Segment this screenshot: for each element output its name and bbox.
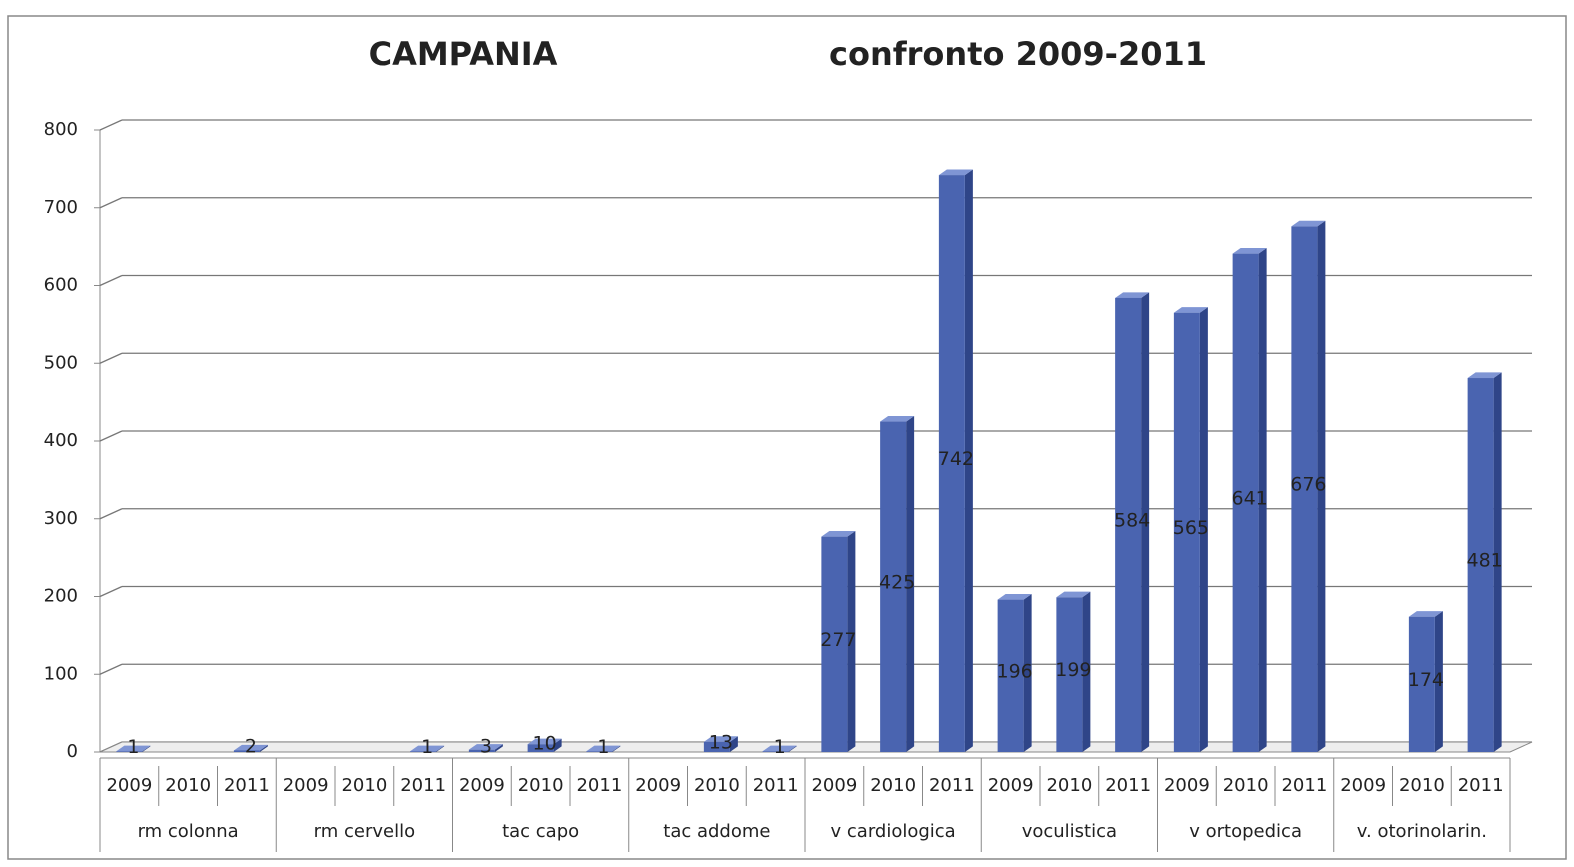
bar xyxy=(997,594,1032,752)
data-label: 481 xyxy=(1466,550,1502,572)
x-tick-label: 2009 xyxy=(811,775,857,796)
x-tick-label: 2011 xyxy=(1458,775,1504,796)
x-tick-label: 2011 xyxy=(224,775,270,796)
bar xyxy=(762,745,797,752)
bar xyxy=(1408,611,1443,752)
x-tick-label: 2010 xyxy=(341,775,387,796)
bar xyxy=(703,736,738,752)
x-tick-label: 2010 xyxy=(1399,775,1445,796)
y-tick-label: 500 xyxy=(44,352,78,373)
group-label: v cardiologica xyxy=(831,821,956,842)
bar xyxy=(233,744,268,752)
y-tick-label: 400 xyxy=(44,430,78,451)
x-tick-label: 2009 xyxy=(988,775,1034,796)
group-label: voculistica xyxy=(1022,821,1117,842)
data-label: 1 xyxy=(597,736,609,758)
data-label: 10 xyxy=(533,733,557,755)
data-label: 641 xyxy=(1231,487,1267,509)
x-tick-label: 2010 xyxy=(694,775,740,796)
bar xyxy=(880,415,915,752)
bar xyxy=(1291,220,1326,752)
x-tick-label: 2010 xyxy=(165,775,211,796)
chart-frame xyxy=(7,15,1567,860)
x-tick-label: 2010 xyxy=(1223,775,1269,796)
group-label: tac addome xyxy=(663,821,770,842)
x-tick-label: 2009 xyxy=(1164,775,1210,796)
x-tick-label: 2009 xyxy=(1340,775,1386,796)
x-tick-label: 2011 xyxy=(576,775,622,796)
x-tick-label: 2009 xyxy=(635,775,681,796)
data-label: 2 xyxy=(245,736,257,758)
data-label: 676 xyxy=(1290,474,1326,496)
x-tick-label: 2009 xyxy=(459,775,505,796)
data-label: 13 xyxy=(709,731,733,753)
data-label: 174 xyxy=(1408,669,1444,691)
grid-line xyxy=(99,119,123,131)
data-label: 584 xyxy=(1114,509,1150,531)
x-tick-label: 2011 xyxy=(1105,775,1151,796)
bar xyxy=(468,744,503,752)
bar xyxy=(1467,372,1502,752)
bar xyxy=(586,745,621,752)
y-tick-label: 200 xyxy=(44,586,78,607)
bar xyxy=(938,169,973,753)
x-tick-label: 2011 xyxy=(1281,775,1327,796)
y-tick-label: 100 xyxy=(44,663,78,684)
data-label: 199 xyxy=(1055,659,1091,681)
y-tick-label: 0 xyxy=(67,741,78,762)
grid-line xyxy=(99,585,123,598)
group-label: v. otorinolarin. xyxy=(1357,821,1487,842)
data-label: 565 xyxy=(1173,517,1209,539)
bar xyxy=(1173,307,1208,752)
grid-line xyxy=(99,508,123,520)
x-tick-label: 2011 xyxy=(929,775,975,796)
y-tick-label: 800 xyxy=(44,119,78,140)
grid-line xyxy=(99,663,123,675)
bar xyxy=(527,738,562,752)
bar xyxy=(1232,248,1267,752)
data-label: 277 xyxy=(820,629,856,651)
data-label: 425 xyxy=(879,571,915,593)
data-label: 742 xyxy=(938,448,974,470)
y-tick-label: 700 xyxy=(44,197,78,218)
grid-line xyxy=(99,197,123,209)
data-label: 3 xyxy=(480,735,492,757)
data-label: 1 xyxy=(774,736,786,758)
grid-line xyxy=(99,352,123,364)
data-label: 1 xyxy=(421,736,433,758)
grid-line xyxy=(99,274,123,287)
y-tick-label: 300 xyxy=(44,508,78,529)
chart-title: CAMPANIA xyxy=(369,35,558,73)
x-tick-label: 2010 xyxy=(518,775,564,796)
x-tick-label: 2009 xyxy=(106,775,152,796)
grid-line xyxy=(99,430,123,442)
group-label: v ortopedica xyxy=(1189,821,1302,842)
group-label: rm colonna xyxy=(138,821,239,842)
group-label: rm cervello xyxy=(314,821,415,842)
chart-subtitle: confronto 2009-2011 xyxy=(829,35,1207,73)
group-label: tac capo xyxy=(502,821,579,842)
bar xyxy=(410,745,445,752)
bar xyxy=(1115,292,1150,752)
bar xyxy=(116,745,151,752)
data-label: 196 xyxy=(996,660,1032,682)
bar xyxy=(1056,591,1091,752)
data-label: 1 xyxy=(127,736,139,758)
x-tick-label: 2009 xyxy=(283,775,329,796)
x-tick-label: 2010 xyxy=(1046,775,1092,796)
bar xyxy=(821,531,856,752)
x-tick-label: 2011 xyxy=(753,775,799,796)
x-tick-label: 2011 xyxy=(400,775,446,796)
y-tick-label: 600 xyxy=(44,275,78,296)
x-tick-label: 2010 xyxy=(870,775,916,796)
